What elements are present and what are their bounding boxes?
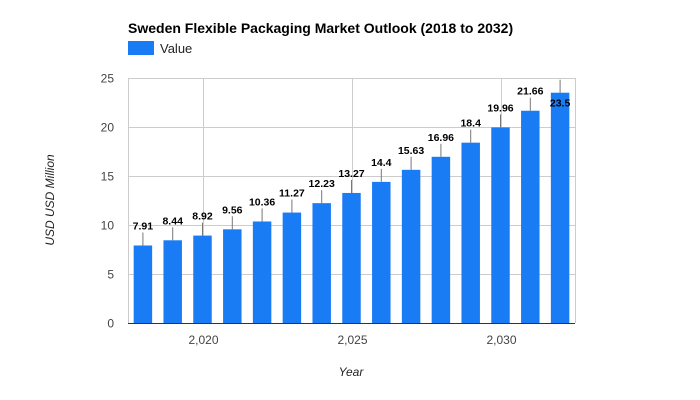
bar[interactable] [282,212,302,323]
chart-title: Sweden Flexible Packaging Market Outlook… [128,20,513,36]
y-axis-title: USD USD Million [43,154,57,246]
x-axis-title: Year [339,365,365,379]
bar[interactable] [163,240,182,323]
y-axis-ticks: 0 5 10 15 20 25 [101,72,115,331]
bar[interactable] [133,245,153,323]
bar[interactable] [521,110,540,324]
data-label: 12.23 [309,178,335,190]
y-tick-label: 25 [101,72,115,86]
bar[interactable] [193,235,212,323]
x-tick-label: 2,020 [188,333,218,347]
legend: Value [128,41,192,56]
bar[interactable] [252,221,272,323]
data-label: 21.66 [517,86,543,98]
data-label: 8.44 [162,215,183,227]
data-label: 14.4 [371,157,392,169]
data-label: 18.4 [460,118,481,130]
data-label: 23.5 [550,98,571,110]
bar[interactable] [342,192,361,323]
y-tick-label: 10 [101,219,115,233]
legend-swatch [128,41,154,55]
data-label: 8.92 [192,211,213,223]
data-label: 9.56 [222,204,243,216]
legend-label: Value [160,41,192,56]
y-tick-label: 15 [101,170,115,184]
x-tick-label: 2,025 [337,333,367,347]
data-label: 13.27 [338,168,364,180]
data-label: 7.91 [133,220,154,232]
y-tick-label: 5 [107,268,114,282]
bars [133,92,570,324]
data-label: 11.27 [279,188,305,200]
bar[interactable] [491,127,510,323]
bar[interactable] [461,142,480,323]
data-label: 16.96 [428,132,454,144]
x-tick-label: 2,030 [486,333,516,347]
bar[interactable] [372,181,391,323]
y-tick-label: 20 [101,121,115,135]
bar[interactable] [223,229,242,323]
x-axis-ticks: 2,020 2,025 2,030 [188,333,516,347]
bar[interactable] [401,169,421,323]
data-label: 10.36 [249,196,275,208]
y-tick-label: 0 [107,317,114,331]
error-bars [142,79,561,246]
bar[interactable] [431,156,451,323]
bar[interactable] [312,203,331,323]
data-label: 15.63 [398,145,424,157]
bar[interactable] [550,92,570,323]
data-label: 19.96 [487,102,513,114]
